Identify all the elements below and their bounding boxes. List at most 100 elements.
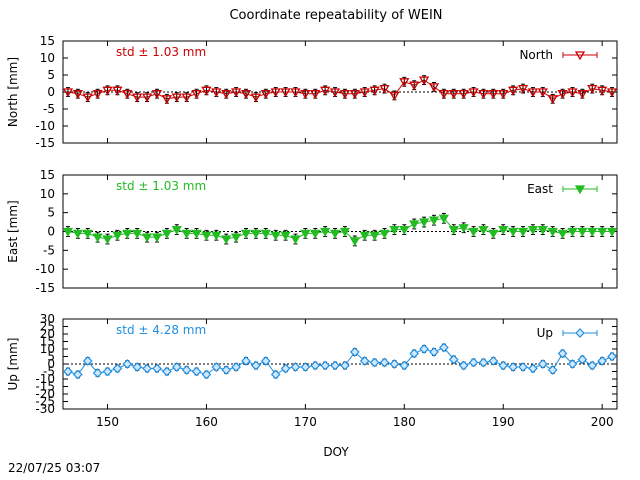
data-point — [152, 363, 162, 374]
data-point — [587, 227, 598, 237]
data-point — [290, 235, 301, 245]
y-tick-label: -25 — [35, 395, 55, 409]
data-point — [54, 368, 62, 376]
data-point — [300, 229, 311, 239]
std-annotation: std ± 4.28 mm — [116, 323, 206, 337]
data-point — [310, 229, 321, 239]
data-point — [369, 357, 380, 368]
data-point — [171, 225, 182, 235]
data-point — [428, 216, 440, 226]
data-point — [112, 231, 123, 241]
data-point — [478, 90, 489, 100]
y-axis-label: North [mm] — [6, 57, 20, 127]
data-point — [231, 88, 242, 98]
data-point — [606, 227, 617, 237]
east-panel: -15 -10 -5 0 5 10 15 East [mm] std ± 1.03 mm East — [6, 168, 618, 295]
data-point — [399, 225, 410, 235]
data-point — [112, 86, 123, 96]
data-point — [547, 365, 558, 375]
data-point — [379, 357, 390, 368]
data-point — [369, 86, 380, 96]
data-point — [498, 360, 509, 371]
data-point — [439, 342, 449, 353]
y-tick-label: 20 — [40, 327, 55, 341]
x-tick-label: 150 — [96, 415, 119, 429]
chart-title: Coordinate repeatability of WEIN — [229, 8, 443, 23]
data-point — [359, 88, 370, 98]
data-point — [379, 229, 390, 239]
y-tick-label: 0 — [47, 85, 55, 99]
data-point — [448, 354, 459, 365]
y-axis-label: East [mm] — [6, 200, 20, 262]
data-point — [567, 359, 578, 369]
data-point — [72, 369, 83, 380]
y-tick-label: 30 — [40, 312, 55, 326]
y-tick-label: -15 — [35, 380, 55, 394]
data-point — [260, 229, 271, 239]
y-tick-label: -30 — [35, 402, 55, 416]
north-panel: -15 -10 -5 0 5 10 15 North [mm] std ± 1.03 mm Nor… — [6, 34, 618, 150]
data-point — [151, 90, 163, 100]
data-point — [389, 359, 400, 369]
data-point — [488, 229, 499, 239]
data-point — [557, 348, 568, 359]
data-point — [320, 86, 331, 96]
data-point — [280, 231, 291, 241]
y-tick-label: 5 — [47, 68, 55, 82]
data-point — [240, 90, 252, 100]
data-point — [122, 359, 133, 369]
data-point — [112, 363, 123, 374]
data-point — [458, 90, 469, 100]
y-tick-label: -10 — [35, 119, 55, 133]
data-point — [250, 229, 262, 239]
y-tick-label: -5 — [43, 243, 55, 257]
data-point — [587, 360, 598, 371]
data-point — [577, 227, 588, 237]
data-point — [607, 351, 617, 362]
data-point — [478, 225, 489, 235]
data-point — [201, 231, 212, 241]
data-point — [191, 229, 202, 239]
data-point — [132, 362, 143, 372]
data-point — [369, 231, 380, 241]
data-point — [468, 227, 479, 237]
x-tick-label: 190 — [492, 415, 515, 429]
data-point — [577, 90, 588, 100]
data-series — [63, 75, 617, 105]
legend-label: East — [527, 182, 553, 196]
data-point — [587, 84, 598, 94]
data-point — [260, 356, 271, 366]
data-point — [211, 88, 222, 98]
data-point — [102, 235, 113, 245]
data-point — [438, 90, 449, 100]
data-point — [359, 231, 370, 241]
data-point — [132, 93, 143, 103]
data-point — [201, 369, 212, 380]
data-point — [310, 90, 321, 100]
data-point — [300, 362, 311, 372]
data-point — [399, 78, 410, 88]
data-point — [438, 214, 449, 224]
y-tick-label: 0 — [47, 357, 55, 371]
y-tick-label: -10 — [35, 262, 55, 276]
data-point — [458, 224, 469, 234]
legend-marker — [574, 185, 586, 195]
data-point — [141, 233, 153, 243]
data-point — [428, 83, 440, 93]
data-point — [597, 86, 608, 96]
data-point — [448, 225, 459, 235]
data-point — [330, 360, 340, 371]
y-tick-label: -10 — [35, 372, 55, 386]
data-point — [132, 229, 143, 239]
x-tick-label: 160 — [195, 415, 218, 429]
data-point — [300, 90, 311, 100]
data-point — [141, 93, 153, 103]
y-tick-label: 25 — [40, 320, 55, 334]
data-point — [290, 362, 301, 372]
data-point — [339, 90, 351, 100]
std-annotation: std ± 1.03 mm — [116, 45, 206, 59]
data-point — [547, 227, 558, 237]
data-point — [181, 93, 192, 103]
data-point — [211, 231, 222, 241]
data-point — [527, 225, 539, 235]
